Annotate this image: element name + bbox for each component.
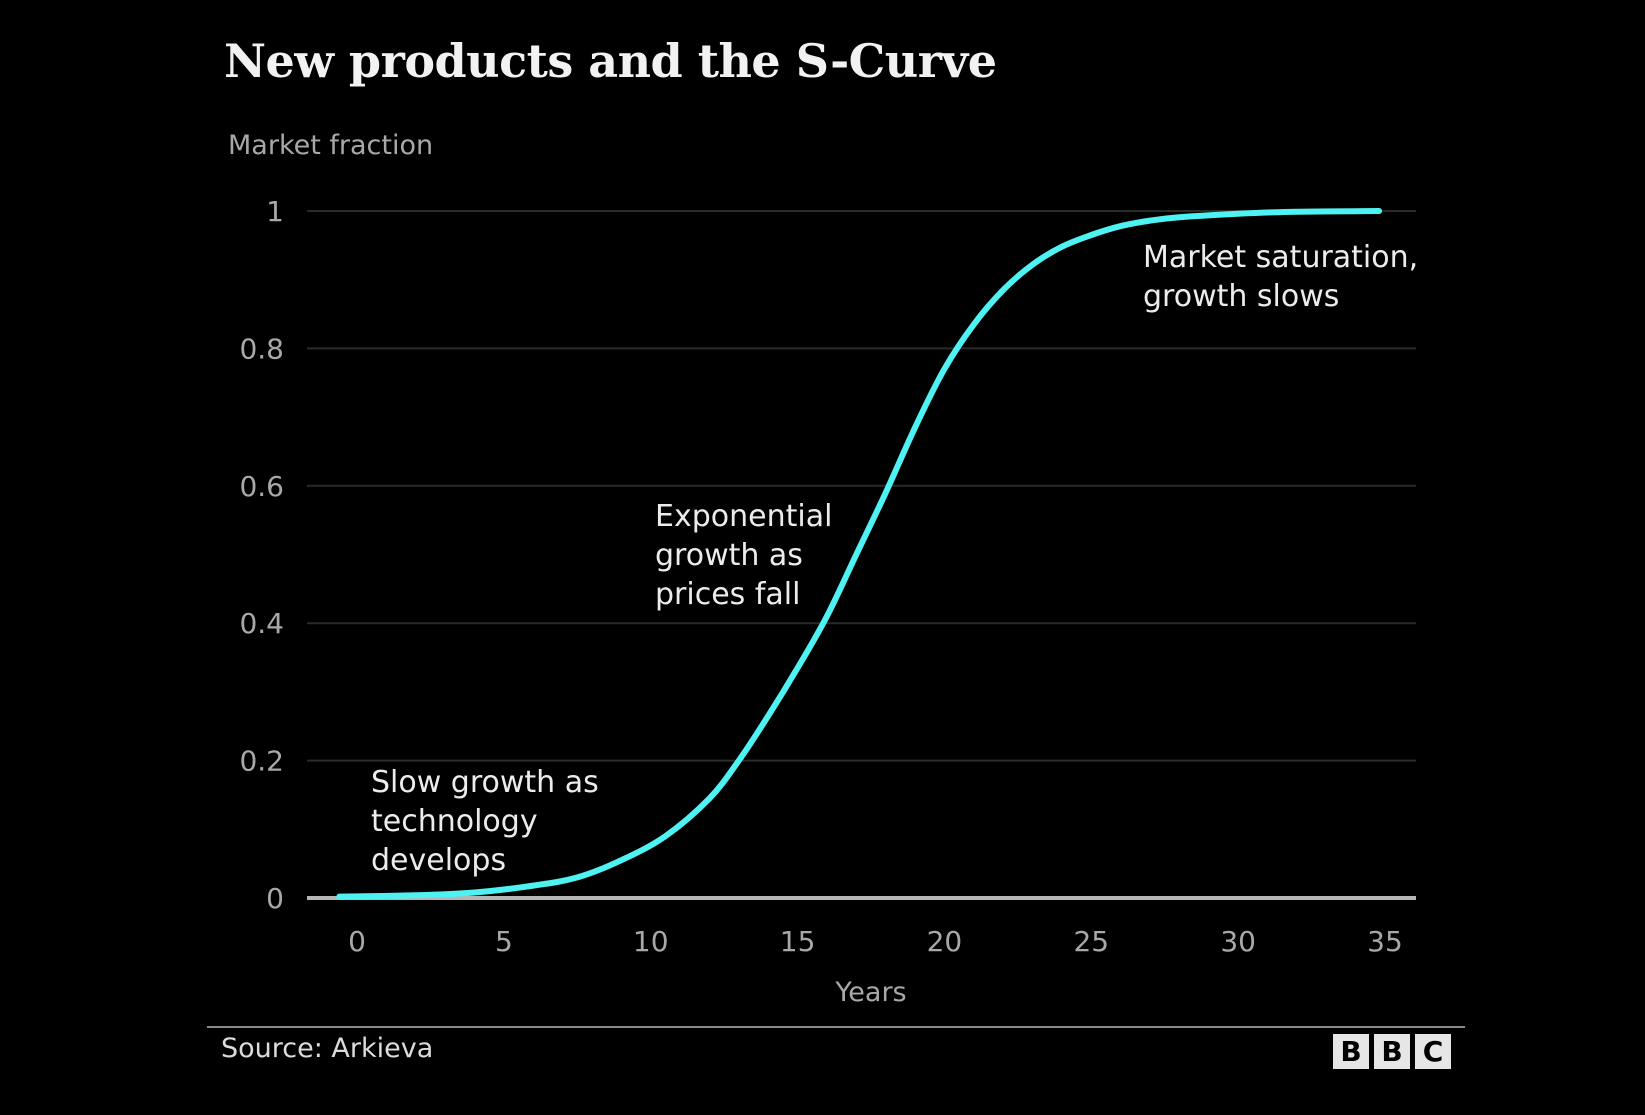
x-tick-label: 20	[927, 925, 963, 958]
bbc-logo-letter: B	[1333, 1034, 1369, 1069]
annotation-line: growth as	[655, 538, 803, 573]
x-tick-labels: 0 5 10 15 20 25 30 35	[348, 925, 1403, 958]
annotation-line: prices fall	[655, 577, 801, 612]
annotation-line: technology	[371, 804, 538, 839]
y-tick-label: 0	[266, 882, 284, 915]
bbc-logo-letter: C	[1415, 1034, 1451, 1069]
x-tick-label: 30	[1220, 925, 1256, 958]
annotation-market-saturation: Market saturation, growth slows	[1143, 238, 1418, 316]
gridlines	[307, 210, 1416, 900]
y-axis-label: Market fraction	[228, 130, 434, 161]
y-tick-label: 1	[266, 195, 284, 228]
chart-title: New products and the S-Curve	[224, 34, 997, 88]
y-tick-label: 0.2	[239, 745, 284, 778]
source-credit: Source: Arkieva	[221, 1033, 434, 1064]
series-lines	[336, 208, 1383, 900]
annotation-line: Market saturation,	[1143, 240, 1419, 275]
annotation-line: develops	[371, 843, 507, 878]
y-tick-label: 0.6	[239, 470, 284, 503]
bbc-logo-letter: B	[1374, 1034, 1410, 1069]
footer-divider	[207, 1026, 1465, 1028]
annotation-slow-growth: Slow growth as technology develops	[371, 763, 599, 880]
x-tick-label: 10	[633, 925, 669, 958]
annotation-line: Slow growth as	[371, 765, 599, 800]
x-tick-label: 35	[1367, 925, 1403, 958]
x-tick-label: 25	[1073, 925, 1109, 958]
series-line-market-fraction	[336, 208, 1383, 900]
annotation-exponential-growth: Exponential growth as prices fall	[655, 497, 832, 614]
y-tick-label: 0.8	[239, 332, 284, 365]
annotation-line: Exponential	[655, 499, 833, 534]
x-axis-label: Years	[834, 977, 906, 1008]
y-tick-label: 0.4	[239, 607, 284, 640]
y-tick-labels: 0 0.2 0.4 0.6 0.8 1	[239, 195, 284, 915]
x-tick-label: 0	[348, 925, 366, 958]
annotation-line: growth slows	[1143, 279, 1340, 314]
x-tick-label: 5	[495, 925, 513, 958]
x-tick-label: 15	[780, 925, 816, 958]
bbc-logo: B B C	[1333, 1034, 1451, 1069]
